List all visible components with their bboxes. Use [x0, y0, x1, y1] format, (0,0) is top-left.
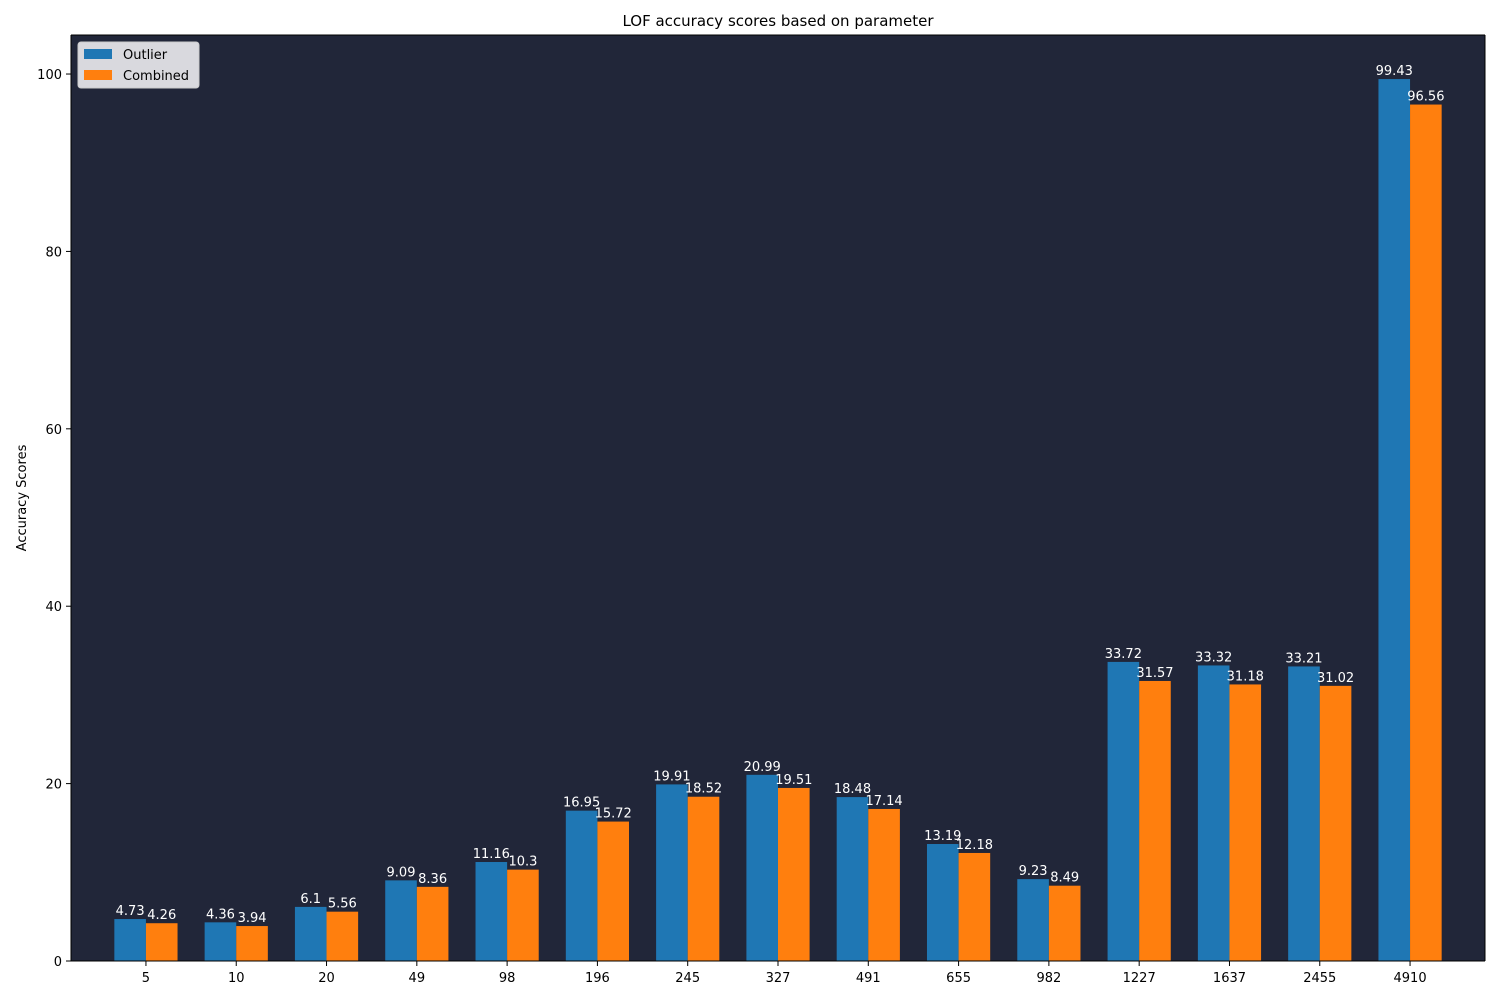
bars-group: [114, 79, 1442, 962]
y-tick-label-0: 0: [54, 955, 62, 970]
bar-label-combined-10: 3.94: [238, 911, 267, 926]
bar-combined-982: [1048, 885, 1081, 961]
legend[interactable]: Outlier Combined: [77, 41, 200, 89]
y-tick-label-20: 20: [45, 778, 62, 793]
bar-outlier-5: [114, 919, 146, 961]
bar-outlier-2455: [1288, 666, 1320, 961]
bar-label-combined-98: 10.3: [508, 855, 537, 870]
bar-label-outlier-1637: 33.32: [1195, 650, 1232, 665]
bar-combined-4910: [1410, 104, 1442, 962]
x-tick-label-491: 491: [856, 971, 881, 986]
bar-outlier-49: [385, 880, 417, 961]
bar-label-combined-5: 4.26: [147, 908, 176, 923]
bar-label-outlier-491: 18.48: [834, 782, 871, 797]
x-tick-label-10: 10: [228, 971, 245, 986]
bar-combined-1637: [1229, 684, 1262, 961]
bar-label-outlier-655: 13.19: [924, 829, 961, 844]
y-tick-label-100: 100: [37, 68, 62, 83]
bar-combined-98: [507, 869, 539, 961]
bar-combined-327: [778, 787, 810, 961]
bar-label-combined-20: 5.56: [328, 897, 357, 912]
bar-outlier-20: [294, 906, 327, 961]
bar-combined-491: [868, 808, 900, 961]
y-axis-label: Accuracy Scores: [15, 444, 30, 551]
bar-label-outlier-2455: 33.21: [1285, 651, 1322, 666]
x-tick-label-98: 98: [499, 971, 516, 986]
x-tick-label-1227: 1227: [1123, 971, 1156, 986]
bar-label-combined-327: 19.51: [775, 773, 812, 788]
x-tick-label-196: 196: [585, 971, 610, 986]
y-tick-label-80: 80: [45, 245, 62, 260]
bar-outlier-10: [204, 922, 237, 961]
x-tick-label-49: 49: [409, 971, 426, 986]
bar-outlier-327: [746, 774, 778, 961]
bar-label-outlier-49: 9.09: [387, 865, 416, 880]
bar-label-combined-982: 8.49: [1050, 871, 1079, 886]
bar-label-combined-1227: 31.57: [1136, 666, 1173, 681]
bar-outlier-245: [656, 784, 688, 961]
bar-outlier-491: [836, 797, 869, 961]
bar-label-outlier-982: 9.23: [1019, 864, 1048, 879]
bar-label-combined-655: 12.18: [956, 838, 993, 853]
x-tick-label-982: 982: [1036, 971, 1061, 986]
bar-outlier-1637: [1197, 665, 1230, 961]
chart-title: LOF accuracy scores based on parameter: [622, 12, 934, 30]
bar-combined-10: [236, 926, 268, 961]
bar-outlier-4910: [1378, 79, 1411, 961]
x-tick-label-4910: 4910: [1394, 971, 1427, 986]
bar-label-outlier-4910: 99.43: [1376, 64, 1413, 79]
bar-combined-245: [687, 796, 720, 961]
bar-combined-49: [416, 886, 449, 961]
bar-combined-655: [958, 852, 991, 961]
bar-label-outlier-10: 4.36: [206, 907, 235, 922]
bar-outlier-98: [475, 862, 508, 961]
bar-labels-group: 4.73 4.36 6.1 9.09 11.16 16.95 19.91 20.99 18.48…: [116, 64, 1445, 926]
x-tick-label-2455: 2455: [1303, 971, 1336, 986]
y-tick-label-60: 60: [45, 423, 62, 438]
bar-label-outlier-98: 11.16: [473, 847, 510, 862]
bar-outlier-655: [926, 844, 959, 961]
bar-outlier-982: [1017, 879, 1049, 961]
x-tick-label-245: 245: [675, 971, 700, 986]
bar-label-combined-49: 8.36: [418, 872, 447, 887]
x-tick-label-327: 327: [766, 971, 791, 986]
bar-label-outlier-327: 20.99: [744, 760, 781, 775]
bar-label-combined-245: 18.52: [685, 782, 722, 797]
bar-label-outlier-5: 4.73: [116, 904, 145, 919]
bar-combined-2455: [1319, 685, 1352, 961]
x-tick-label-655: 655: [946, 971, 971, 986]
legend-label-outlier: Outlier: [123, 48, 168, 63]
bar-label-combined-491: 17.14: [865, 794, 902, 809]
legend-swatch-outlier: [84, 49, 112, 59]
bar-label-combined-1637: 31.18: [1227, 669, 1264, 684]
y-axis: 0 20 40 60 80 100: [37, 35, 1486, 970]
bar-combined-1227: [1139, 680, 1171, 961]
x-axis: 5 10 20 49 98 196 245 327 491 655 982 1227 1637 2455 4…: [71, 34, 1485, 986]
bar-label-combined-4910: 96.56: [1407, 90, 1444, 105]
bar-label-outlier-196: 16.95: [563, 796, 600, 811]
bar-label-combined-196: 15.72: [595, 807, 632, 822]
legend-label-combined: Combined: [123, 69, 189, 84]
bar-combined-20: [326, 911, 359, 961]
y-tick-label-40: 40: [45, 600, 62, 615]
bar-outlier-196: [565, 810, 598, 961]
x-tick-label-20: 20: [318, 971, 335, 986]
legend-swatch-combined: [84, 70, 112, 80]
x-tick-label-1637: 1637: [1213, 971, 1246, 986]
bar-label-outlier-245: 19.91: [653, 769, 690, 784]
bar-label-outlier-1227: 33.72: [1105, 647, 1142, 662]
bar-label-combined-2455: 31.02: [1317, 671, 1354, 686]
bar-label-outlier-20: 6.1: [300, 892, 321, 907]
bar-combined-5: [145, 923, 178, 961]
x-tick-label-5: 5: [142, 971, 150, 986]
bar-outlier-1227: [1107, 661, 1140, 961]
bar-combined-196: [597, 821, 630, 961]
